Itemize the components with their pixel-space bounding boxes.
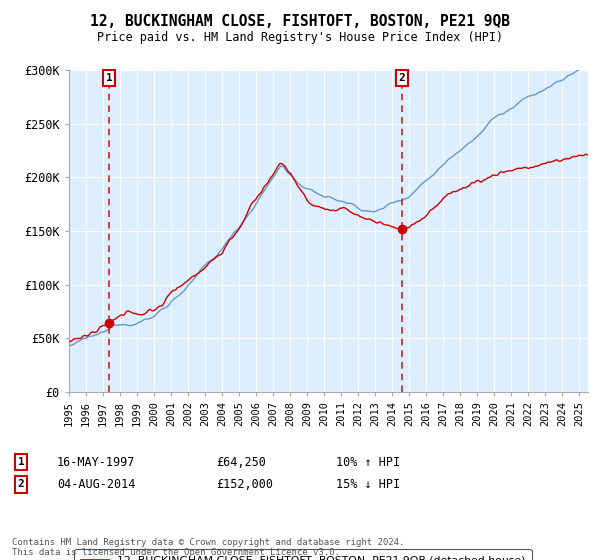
Text: 04-AUG-2014: 04-AUG-2014 bbox=[57, 478, 136, 491]
Text: Price paid vs. HM Land Registry's House Price Index (HPI): Price paid vs. HM Land Registry's House … bbox=[97, 31, 503, 44]
Text: 2: 2 bbox=[17, 479, 25, 489]
Text: 10% ↑ HPI: 10% ↑ HPI bbox=[336, 455, 400, 469]
Text: 16-MAY-1997: 16-MAY-1997 bbox=[57, 455, 136, 469]
Text: 15% ↓ HPI: 15% ↓ HPI bbox=[336, 478, 400, 491]
Text: 1: 1 bbox=[17, 457, 25, 467]
Text: £64,250: £64,250 bbox=[216, 455, 266, 469]
Text: Contains HM Land Registry data © Crown copyright and database right 2024.
This d: Contains HM Land Registry data © Crown c… bbox=[12, 538, 404, 557]
Text: 12, BUCKINGHAM CLOSE, FISHTOFT, BOSTON, PE21 9QB: 12, BUCKINGHAM CLOSE, FISHTOFT, BOSTON, … bbox=[90, 14, 510, 29]
Text: 1: 1 bbox=[106, 73, 113, 83]
Text: 2: 2 bbox=[399, 73, 406, 83]
Legend: 12, BUCKINGHAM CLOSE, FISHTOFT, BOSTON, PE21 9QB (detached house), HPI: Average : 12, BUCKINGHAM CLOSE, FISHTOFT, BOSTON, … bbox=[74, 549, 532, 560]
Text: £152,000: £152,000 bbox=[216, 478, 273, 491]
